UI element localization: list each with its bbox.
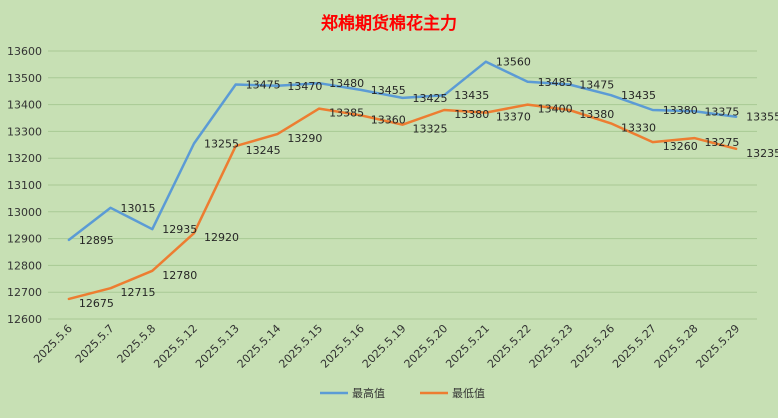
series-line-low (67, 103, 738, 301)
legend-label: 最高值 (352, 386, 385, 400)
x-tick-label: 2025.5.29 (693, 322, 742, 371)
data-label: 13380 (663, 104, 698, 117)
data-label: 13475 (246, 79, 281, 92)
y-tick-label: 12700 (7, 286, 42, 299)
x-tick-label: 2025.5.26 (568, 322, 617, 371)
data-label: 13385 (329, 107, 364, 120)
x-tick-label: 2025.5.8 (115, 322, 159, 366)
y-tick-label: 13400 (7, 99, 42, 112)
legend-label: 最低值 (452, 387, 485, 400)
x-tick-label: 2025.5.15 (276, 322, 325, 371)
data-label: 12895 (79, 234, 114, 247)
chart-title: 郑棉期货棉花主力 (321, 13, 457, 34)
x-tick-label: 2025.5.23 (527, 322, 576, 371)
data-label: 13325 (413, 123, 448, 136)
data-label: 13400 (538, 103, 573, 116)
data-label: 13245 (246, 144, 281, 157)
x-tick-label: 2025.5.6 (31, 322, 75, 366)
data-label: 13260 (663, 140, 698, 153)
series-line-high (67, 60, 738, 242)
x-tick-label: 2025.5.27 (610, 322, 659, 371)
data-label: 13485 (538, 76, 573, 89)
y-tick-label: 13500 (7, 72, 42, 85)
data-label: 12920 (204, 231, 239, 244)
data-label: 13455 (371, 84, 406, 97)
x-tick-label: 2025.5.13 (193, 322, 242, 371)
data-label: 12935 (162, 223, 197, 236)
y-tick-label: 12900 (7, 233, 42, 246)
y-tick-label: 13300 (7, 125, 42, 138)
data-label: 13275 (704, 136, 739, 149)
data-label: 12715 (121, 286, 156, 299)
y-tick-label: 12600 (7, 313, 42, 326)
x-tick-label: 2025.5.12 (151, 322, 200, 371)
data-label: 13355 (746, 111, 778, 124)
y-tick-label: 13600 (7, 45, 42, 58)
y-tick-label: 13100 (7, 179, 42, 192)
y-tick-label: 12800 (7, 259, 42, 272)
data-label: 13480 (329, 77, 364, 90)
data-label: 13435 (621, 89, 656, 102)
data-label: 13375 (704, 105, 739, 118)
data-label: 12780 (162, 269, 197, 282)
data-label: 13255 (204, 137, 239, 150)
x-tick-label: 2025.5.14 (235, 322, 284, 371)
data-label: 13370 (496, 111, 531, 124)
x-tick-label: 2025.5.7 (73, 322, 117, 366)
data-label: 13560 (496, 56, 531, 69)
data-label: 13290 (287, 132, 322, 145)
data-label: 13360 (371, 113, 406, 126)
data-label: 13380 (454, 108, 489, 121)
y-tick-label: 13200 (7, 152, 42, 165)
y-tick-label: 13000 (7, 206, 42, 219)
data-label: 13330 (621, 121, 656, 134)
data-label: 13380 (579, 108, 614, 121)
data-label: 12675 (79, 297, 114, 310)
data-label: 13425 (413, 92, 448, 105)
data-label: 13015 (121, 202, 156, 215)
x-tick-label: 2025.5.16 (318, 322, 367, 371)
x-tick-label: 2025.5.19 (360, 322, 409, 371)
x-tick-label: 2025.5.28 (652, 322, 701, 371)
x-tick-label: 2025.5.20 (402, 322, 451, 371)
data-label: 13235 (746, 147, 778, 160)
x-tick-label: 2025.5.21 (443, 322, 492, 371)
x-tick-label: 2025.5.22 (485, 322, 534, 371)
data-label: 13475 (579, 79, 614, 92)
data-label: 13470 (287, 80, 322, 93)
data-label: 13435 (454, 89, 489, 102)
